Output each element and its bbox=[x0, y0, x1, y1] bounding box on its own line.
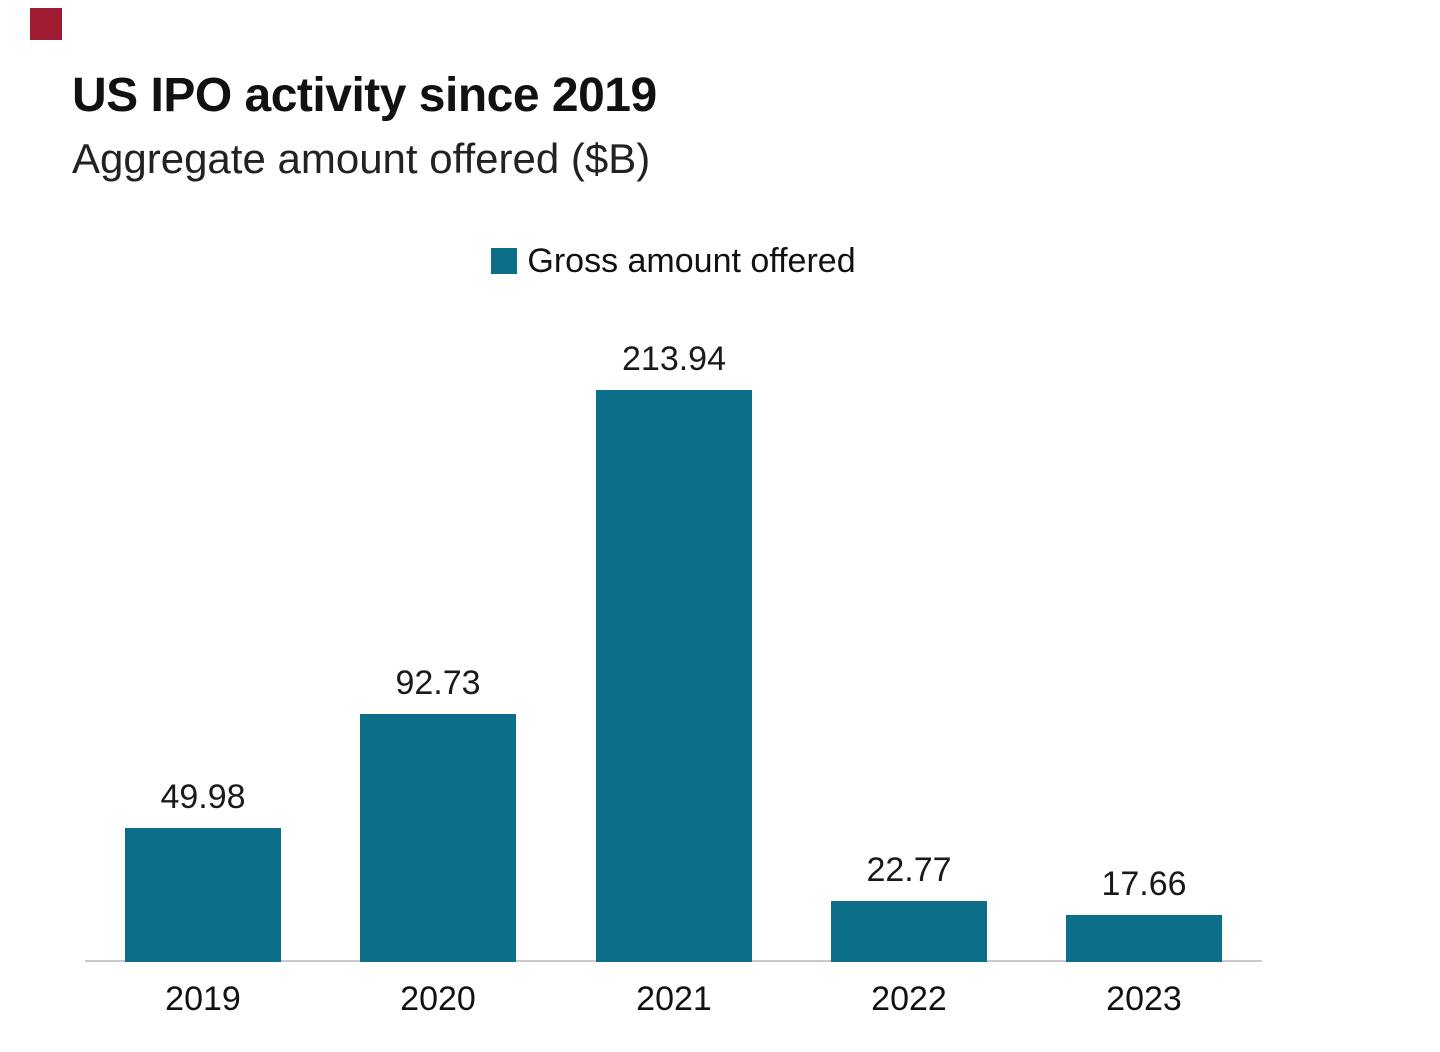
chart-title: US IPO activity since 2019 bbox=[72, 69, 657, 122]
x-axis-label: 2023 bbox=[1106, 980, 1182, 1018]
bar bbox=[831, 901, 987, 962]
x-axis-label: 2019 bbox=[165, 980, 241, 1018]
bar bbox=[1066, 915, 1222, 962]
x-axis-label: 2020 bbox=[400, 980, 476, 1018]
bar-value-label: 22.77 bbox=[866, 851, 952, 889]
x-axis-label: 2021 bbox=[636, 980, 712, 1018]
legend: Gross amount offered bbox=[85, 244, 1262, 278]
chart-subtitle: Aggregate amount offered ($B) bbox=[72, 135, 651, 182]
bar-group: 17.66 bbox=[1066, 855, 1222, 962]
bar-value-label: 92.73 bbox=[395, 664, 481, 702]
bar-group: 92.73 bbox=[360, 654, 516, 962]
legend-swatch-icon bbox=[491, 248, 518, 274]
legend-label: Gross amount offered bbox=[527, 242, 856, 280]
bar-group: 49.98 bbox=[125, 768, 281, 962]
plot-area: 49.98 92.73 213.94 22.77 17.66 bbox=[85, 300, 1262, 962]
x-axis-label: 2022 bbox=[871, 980, 947, 1018]
bar bbox=[596, 390, 752, 962]
bar bbox=[360, 714, 516, 962]
bar-value-label: 17.66 bbox=[1101, 865, 1187, 903]
bar-group: 22.77 bbox=[831, 841, 987, 962]
bar-group: 213.94 bbox=[596, 330, 752, 962]
x-axis-labels: 2019 2020 2021 2022 2023 bbox=[85, 982, 1262, 1022]
bar-value-label: 213.94 bbox=[622, 340, 726, 378]
bar bbox=[125, 828, 281, 962]
bar-value-label: 49.98 bbox=[160, 778, 246, 816]
brand-mark bbox=[30, 8, 62, 40]
